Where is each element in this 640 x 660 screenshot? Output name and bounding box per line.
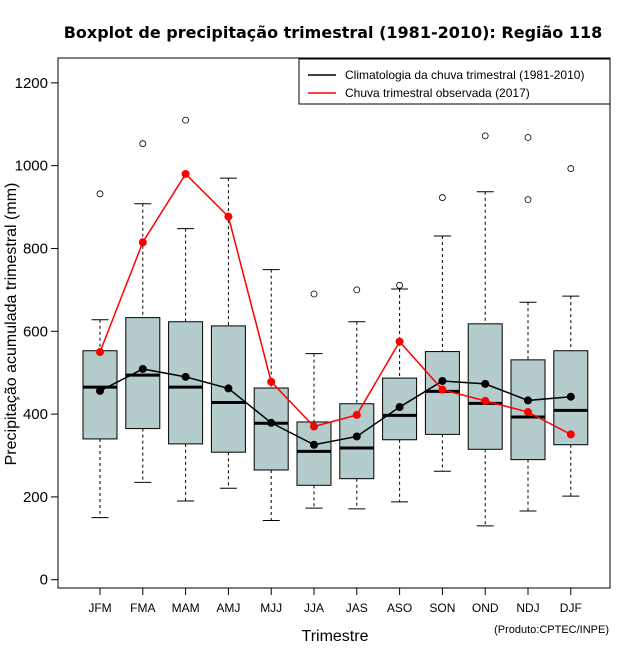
- outlier-point: [396, 281, 404, 289]
- series-point: [566, 430, 575, 439]
- outlier-point: [182, 116, 190, 124]
- x-axis-label: Trimestre: [302, 628, 369, 645]
- plot-frame: [57, 57, 611, 589]
- x-tick-label: AMJ: [216, 601, 240, 615]
- series-point: [524, 396, 532, 405]
- boxes-layer: [82, 116, 589, 527]
- series-point: [524, 408, 532, 417]
- legend-entry: Chuva trimestral observada (2017): [345, 86, 530, 100]
- x-tick-label: JFM: [88, 601, 111, 615]
- series-point: [96, 347, 104, 356]
- box-AMJ: [210, 177, 246, 489]
- series-point: [138, 238, 147, 247]
- series-point: [352, 432, 361, 441]
- outlier-point: [139, 140, 147, 148]
- outlier-point: [438, 194, 446, 201]
- outlier-point: [353, 286, 361, 294]
- outlier-point: [524, 196, 532, 204]
- y-axis: 0 200 400 600 800 1000 1200: [15, 75, 58, 589]
- x-tick-label: MAM: [172, 601, 200, 615]
- series-line: [99, 172, 572, 436]
- series-point: [181, 169, 190, 178]
- x-tick-label: FMA: [130, 601, 155, 615]
- x-tick-label: NDJ: [516, 601, 539, 615]
- series-point: [566, 392, 575, 401]
- outlier-point: [567, 165, 575, 172]
- box-JJA: [296, 290, 332, 509]
- x-tick-label: OND: [472, 601, 499, 615]
- series-line: [99, 368, 571, 446]
- y-tick-label: 400: [23, 406, 48, 423]
- series-point: [224, 384, 233, 393]
- legend: Climatologia da chuva trimestral (1981-2…: [298, 58, 611, 105]
- x-tick-label: JJA: [304, 601, 324, 615]
- climatology-series: [96, 364, 575, 449]
- box-SON: [424, 194, 460, 472]
- y-tick-label: 600: [23, 323, 48, 340]
- outlier-point: [310, 290, 318, 298]
- outlier-point: [96, 190, 104, 198]
- series-point: [310, 440, 318, 449]
- series-point: [481, 379, 490, 388]
- series-point: [481, 396, 490, 405]
- box-ASO: [382, 281, 418, 503]
- outlier-point: [481, 132, 489, 140]
- box-FMA: [125, 140, 161, 483]
- chart-title: Boxplot de precipitação trimestral (1981…: [64, 23, 603, 42]
- y-tick-label: 1200: [15, 75, 48, 92]
- series-point: [395, 403, 404, 412]
- box-DJF: [553, 165, 589, 497]
- legend-box: [298, 58, 611, 105]
- series-layer: [96, 169, 575, 449]
- series-point: [181, 372, 190, 381]
- series-point: [267, 377, 276, 386]
- series-point: [438, 376, 447, 385]
- box-iqr: [296, 421, 332, 486]
- series-point: [438, 385, 447, 394]
- box-iqr: [125, 317, 161, 430]
- credit-label: (Produto:CPTEC/INPE): [494, 624, 609, 636]
- x-tick-label: ASO: [387, 601, 412, 615]
- outlier-point: [524, 134, 532, 141]
- observed-series: [96, 169, 575, 439]
- box-OND: [467, 132, 503, 527]
- legend-entry: Climatologia da chuva trimestral (1981-2…: [345, 68, 584, 82]
- series-point: [395, 337, 404, 346]
- box-iqr: [168, 321, 204, 445]
- y-tick-label: 1000: [15, 158, 48, 175]
- x-tick-label: JAS: [346, 601, 368, 615]
- box-JAS: [339, 286, 375, 510]
- series-point: [267, 418, 276, 427]
- y-tick-label: 800: [23, 240, 48, 257]
- series-point: [224, 212, 233, 221]
- x-tick-label: MJJ: [260, 601, 282, 615]
- x-tick-label: SON: [429, 601, 455, 615]
- y-tick-label: 200: [23, 489, 48, 506]
- y-tick-label: 0: [40, 572, 48, 589]
- series-point: [352, 410, 361, 419]
- series-point: [138, 364, 147, 373]
- series-point: [96, 386, 104, 395]
- y-axis-label: Precipitação acumulada trimestral (mm): [3, 183, 20, 466]
- box-MAM: [168, 116, 204, 502]
- x-tick-label: DJF: [560, 601, 582, 615]
- series-point: [310, 422, 318, 431]
- box-NDJ: [510, 134, 546, 512]
- x-axis: JFM FMA MAM AMJ MJJ JJA JAS ASO SON OND NDJ DJF: [88, 588, 582, 615]
